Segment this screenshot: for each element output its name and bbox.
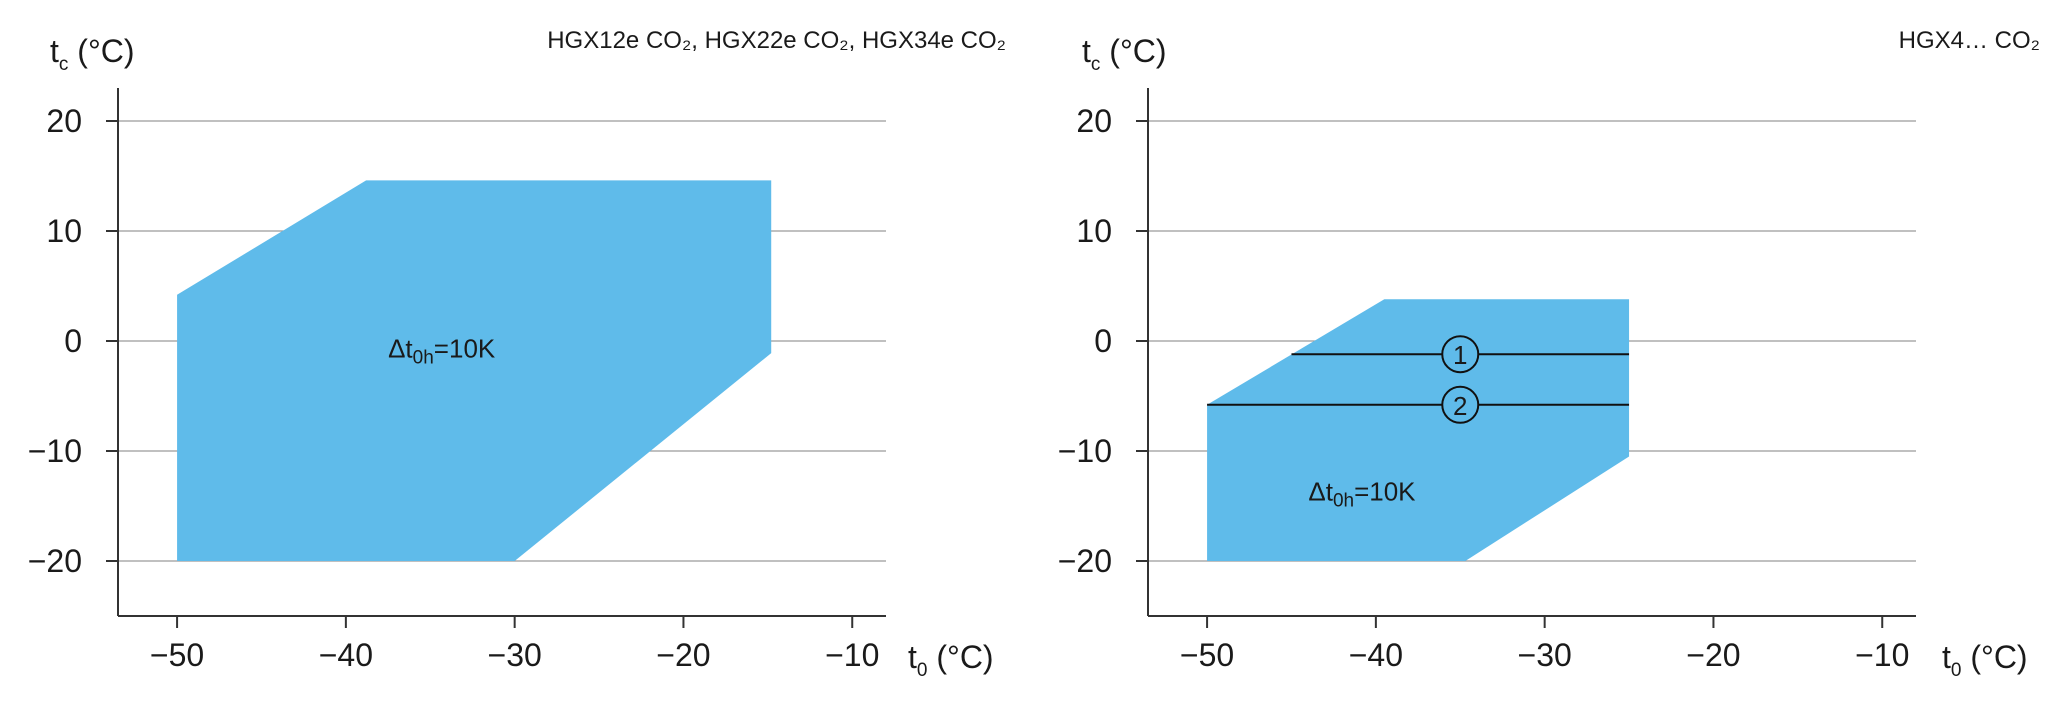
chart-title: HGX12e CO₂, HGX22e CO₂, HGX34e CO₂ bbox=[547, 27, 1006, 54]
limit-marker-2 bbox=[1441, 385, 1480, 424]
y-tick-label: 20 bbox=[46, 103, 82, 139]
limit-marker-label-1: 1 bbox=[1453, 340, 1467, 370]
y-tick-label: −10 bbox=[28, 433, 82, 469]
x-tick-label: −10 bbox=[1855, 637, 1909, 673]
x-tick-labels: −50 −40 −30 −20 −10 bbox=[1180, 616, 1909, 673]
operating-envelope-area bbox=[177, 180, 772, 561]
y-tick-label: 0 bbox=[64, 323, 82, 359]
x-tick-labels: −50 −40 −30 −20 −10 bbox=[150, 616, 879, 673]
y-axis-label: tc (°C) bbox=[50, 33, 135, 75]
x-tick-label: −10 bbox=[825, 637, 879, 673]
y-tick-label: 0 bbox=[1094, 323, 1112, 359]
limit-marker-label-2: 2 bbox=[1453, 391, 1467, 421]
x-tick-label: −40 bbox=[1349, 637, 1403, 673]
y-tick-label: 10 bbox=[46, 213, 82, 249]
y-tick-labels: 20 10 0 −10 −20 bbox=[28, 103, 118, 579]
chart-title: HGX4… CO₂ bbox=[1899, 27, 2040, 54]
x-axis-label: t0 (°C) bbox=[1942, 639, 2028, 681]
y-axis-label: tc (°C) bbox=[1082, 33, 1167, 75]
x-tick-label: −20 bbox=[1686, 637, 1740, 673]
x-tick-label: −30 bbox=[488, 637, 542, 673]
operating-envelope-area bbox=[1207, 299, 1630, 561]
x-tick-label: −40 bbox=[319, 637, 373, 673]
limit-lines: 12 bbox=[1207, 335, 1630, 424]
chart-panel-1: 20 10 0 −10 −20 −50 −40 −30 −20 −10 HGX12e CO₂, … bbox=[28, 27, 1006, 681]
limit-marker-1 bbox=[1441, 335, 1480, 374]
delta-t0h-annotation: Δt0h=10K bbox=[1308, 477, 1416, 512]
y-tick-labels: 20 10 0 −10 −20 bbox=[1058, 103, 1148, 579]
y-tick-label: −20 bbox=[28, 543, 82, 579]
y-tick-label: 10 bbox=[1076, 213, 1112, 249]
x-tick-label: −50 bbox=[150, 637, 204, 673]
y-tick-label: 20 bbox=[1076, 103, 1112, 139]
y-tick-label: −10 bbox=[1058, 433, 1112, 469]
x-tick-label: −30 bbox=[1518, 637, 1572, 673]
x-tick-label: −50 bbox=[1180, 637, 1234, 673]
y-tick-label: −20 bbox=[1058, 543, 1112, 579]
x-tick-label: −20 bbox=[656, 637, 710, 673]
x-axis-label: t0 (°C) bbox=[908, 639, 994, 681]
delta-t0h-annotation: Δt0h=10K bbox=[388, 334, 496, 369]
